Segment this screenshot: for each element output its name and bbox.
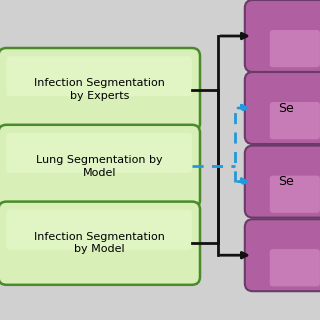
FancyBboxPatch shape — [0, 48, 200, 131]
FancyBboxPatch shape — [245, 72, 320, 144]
FancyBboxPatch shape — [270, 102, 320, 139]
FancyBboxPatch shape — [0, 125, 200, 208]
FancyBboxPatch shape — [245, 146, 320, 218]
FancyBboxPatch shape — [270, 249, 320, 286]
FancyBboxPatch shape — [245, 0, 320, 72]
Text: Se: Se — [278, 101, 294, 115]
Text: Lung Segmentation by
Model: Lung Segmentation by Model — [36, 155, 163, 178]
FancyBboxPatch shape — [0, 202, 200, 285]
FancyBboxPatch shape — [6, 210, 192, 250]
Text: Infection Segmentation
by Model: Infection Segmentation by Model — [34, 232, 164, 254]
FancyBboxPatch shape — [6, 56, 192, 96]
FancyBboxPatch shape — [270, 176, 320, 213]
Text: Se: Se — [278, 175, 294, 188]
Text: Infection Segmentation
by Experts: Infection Segmentation by Experts — [34, 78, 164, 101]
FancyBboxPatch shape — [245, 219, 320, 291]
FancyBboxPatch shape — [270, 30, 320, 67]
FancyBboxPatch shape — [6, 133, 192, 173]
